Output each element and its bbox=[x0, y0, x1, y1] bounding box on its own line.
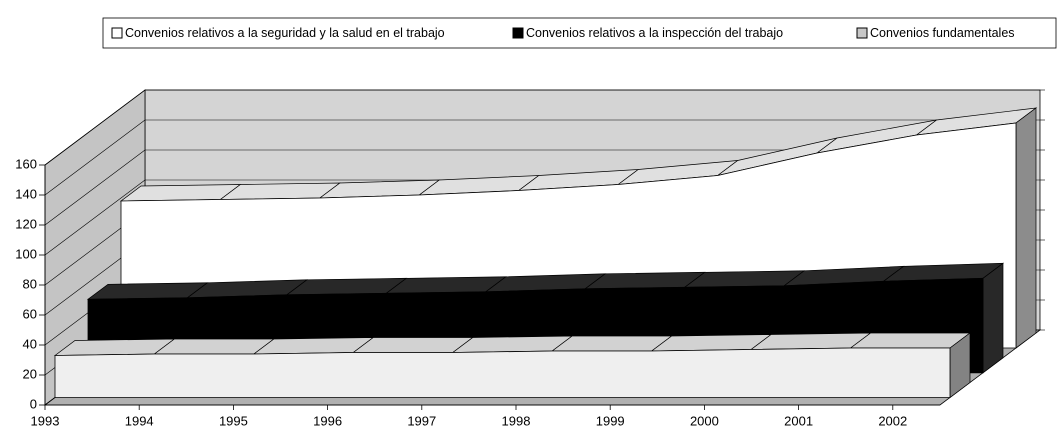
grid-line bbox=[44, 89, 146, 166]
ribbon-side bbox=[982, 262, 1004, 374]
area bbox=[54, 347, 951, 398]
x-tick-label: 1997 bbox=[407, 413, 436, 428]
legend-label: Convenios relativos a la inspección del … bbox=[526, 26, 783, 40]
series-ribbon bbox=[53, 332, 972, 399]
x-tick-label: 2000 bbox=[690, 413, 719, 428]
legend-label: Convenios fundamentales bbox=[870, 26, 1015, 40]
legend-swatch bbox=[512, 27, 524, 39]
x-tick-label: 1996 bbox=[313, 413, 342, 428]
y-tick-label: 80 bbox=[23, 276, 37, 291]
y-tick-label: 0 bbox=[30, 396, 37, 411]
ribbon-top bbox=[551, 335, 673, 352]
legend-swatch bbox=[856, 27, 868, 39]
series-area bbox=[53, 107, 1038, 399]
y-tick-label: 160 bbox=[15, 156, 37, 171]
ribbon-top bbox=[352, 337, 474, 353]
x-tick-label: 1999 bbox=[596, 413, 625, 428]
x-tick-label: 1995 bbox=[219, 413, 248, 428]
axes: 0 20 40 60 80 100 120 140 160 1993 1994 1995 1996 199… bbox=[15, 156, 940, 428]
legend: Convenios relativos a la seguridad y la … bbox=[102, 17, 1057, 49]
x-tick-label: 1994 bbox=[125, 413, 154, 428]
x-tick-label: 1993 bbox=[31, 413, 60, 428]
x-tick-label: 2001 bbox=[784, 413, 813, 428]
grid-line bbox=[44, 119, 146, 196]
legend-label: Convenios relativos a la seguridad y la … bbox=[125, 26, 445, 40]
grid-line bbox=[44, 179, 146, 256]
y-tick-label: 100 bbox=[15, 246, 37, 261]
y-tick-label: 40 bbox=[23, 336, 37, 351]
y-tick-label: 60 bbox=[23, 306, 37, 321]
ribbon-side bbox=[1015, 107, 1037, 349]
y-tick-label: 20 bbox=[23, 366, 37, 381]
ribbon-top bbox=[849, 332, 972, 349]
y-tick-label: 120 bbox=[15, 216, 37, 231]
x-tick-label: 1998 bbox=[502, 413, 531, 428]
ribbon-top bbox=[153, 338, 275, 355]
x-tick-label: 2002 bbox=[878, 413, 907, 428]
grid-line bbox=[44, 149, 146, 226]
legend-swatch bbox=[111, 27, 123, 39]
legend-box bbox=[102, 17, 1057, 49]
y-tick-label: 140 bbox=[15, 186, 37, 201]
